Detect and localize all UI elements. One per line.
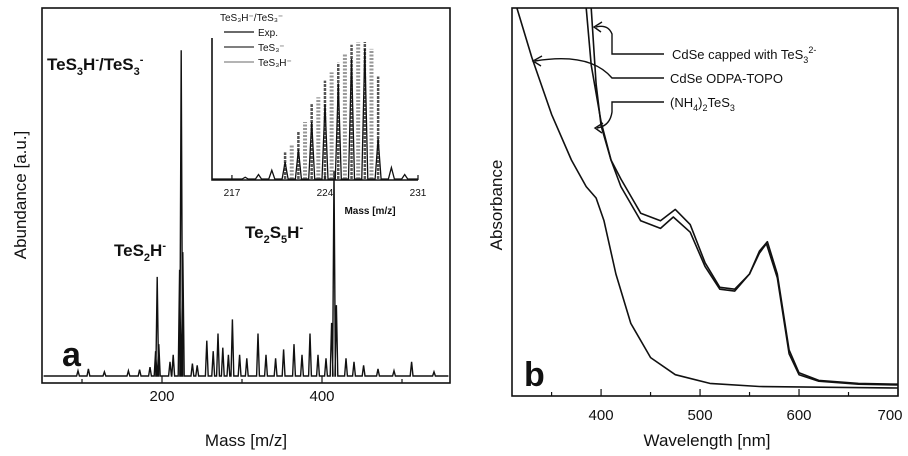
panel-b-x-tick-label-500: 500 <box>688 407 713 424</box>
arrow-nh4-tes3 <box>596 101 664 129</box>
panel-a-inset: 217 224 231 Mass [m/z] TeS₃H⁻/TeS₃⁻ Exp. T… <box>211 13 427 217</box>
inset-legend: Exp. TeS₃⁻ TeS₃H⁻ <box>224 28 292 69</box>
arrow-head-cdse-tes3 <box>592 21 603 33</box>
annotation-tes2h: TeS2H- <box>114 240 166 264</box>
inset-x-axis-label: Mass [m/z] <box>344 206 395 217</box>
series-cdse-tes3-line <box>590 7 899 385</box>
panel-b-x-tick-label-600: 600 <box>787 407 812 424</box>
panel-a-spectrum-line <box>43 50 449 377</box>
arrow-cdse-tes3 <box>595 25 664 55</box>
panel-a: 200 400 Mass [m/z] Abundance [a.u.] a TeS… <box>11 7 451 450</box>
panel-a-x-tick-label-400: 400 <box>309 388 334 405</box>
legend-arrows <box>531 21 664 134</box>
arrow-head-nh4-tes3 <box>593 122 604 134</box>
panel-b-x-tick-label-700: 700 <box>877 407 902 424</box>
inset-legend-tes3h: TeS₃H⁻ <box>258 58 292 69</box>
panel-b-frame <box>511 7 899 397</box>
inset-legend-exp: Exp. <box>258 28 278 39</box>
inset-title: TeS₃H⁻/TeS₃⁻ <box>220 13 283 24</box>
panel-b-x-tick-label-400: 400 <box>589 407 614 424</box>
inset-x-ticks: 217 224 231 <box>224 175 427 199</box>
inset-x-tick-label-231: 231 <box>410 188 427 199</box>
inset-exp-line <box>212 48 418 180</box>
annotation-te2s5h: Te2S5H- <box>245 222 303 246</box>
panel-b-x-axis-label: Wavelength [nm] <box>644 431 771 450</box>
annotation-tes3h-tes3: TeS3H-/TeS3- <box>47 54 144 78</box>
panel-b: 400 500 600 700 Wavelength [nm] Absorbance … <box>487 7 903 450</box>
series-cdse-odpa-topo-line <box>585 7 899 386</box>
panel-a-frame <box>41 7 451 384</box>
panel-a-y-axis-label: Abundance [a.u.] <box>11 131 30 260</box>
panel-b-y-axis-label: Absorbance <box>487 160 506 251</box>
panel-a-x-axis-label: Mass [m/z] <box>205 431 287 450</box>
panel-b-x-ticks: 400 500 600 700 <box>550 389 903 424</box>
panel-a-x-ticks: 200 400 <box>81 376 403 405</box>
panel-a-panel-letter: a <box>62 336 82 374</box>
panel-a-x-tick-label-200: 200 <box>149 388 174 405</box>
inset-axis <box>211 38 418 181</box>
arrow-head-cdse-odpa <box>531 55 543 67</box>
panel-b-panel-letter: b <box>524 356 545 394</box>
legend-cdse-odpa-topo: CdSe ODPA-TOPO <box>670 71 783 86</box>
legend-cdse-tes3: CdSe capped with TeS32- <box>672 45 816 65</box>
legend-nh4-tes3: (NH4)2TeS3 <box>670 95 735 113</box>
inset-x-tick-label-224: 224 <box>317 188 334 199</box>
arrow-cdse-odpa <box>534 58 664 79</box>
inset-x-tick-label-217: 217 <box>224 188 241 199</box>
inset-legend-tes3: TeS₃⁻ <box>258 43 285 54</box>
series-nh4-tes3-line <box>516 7 899 389</box>
